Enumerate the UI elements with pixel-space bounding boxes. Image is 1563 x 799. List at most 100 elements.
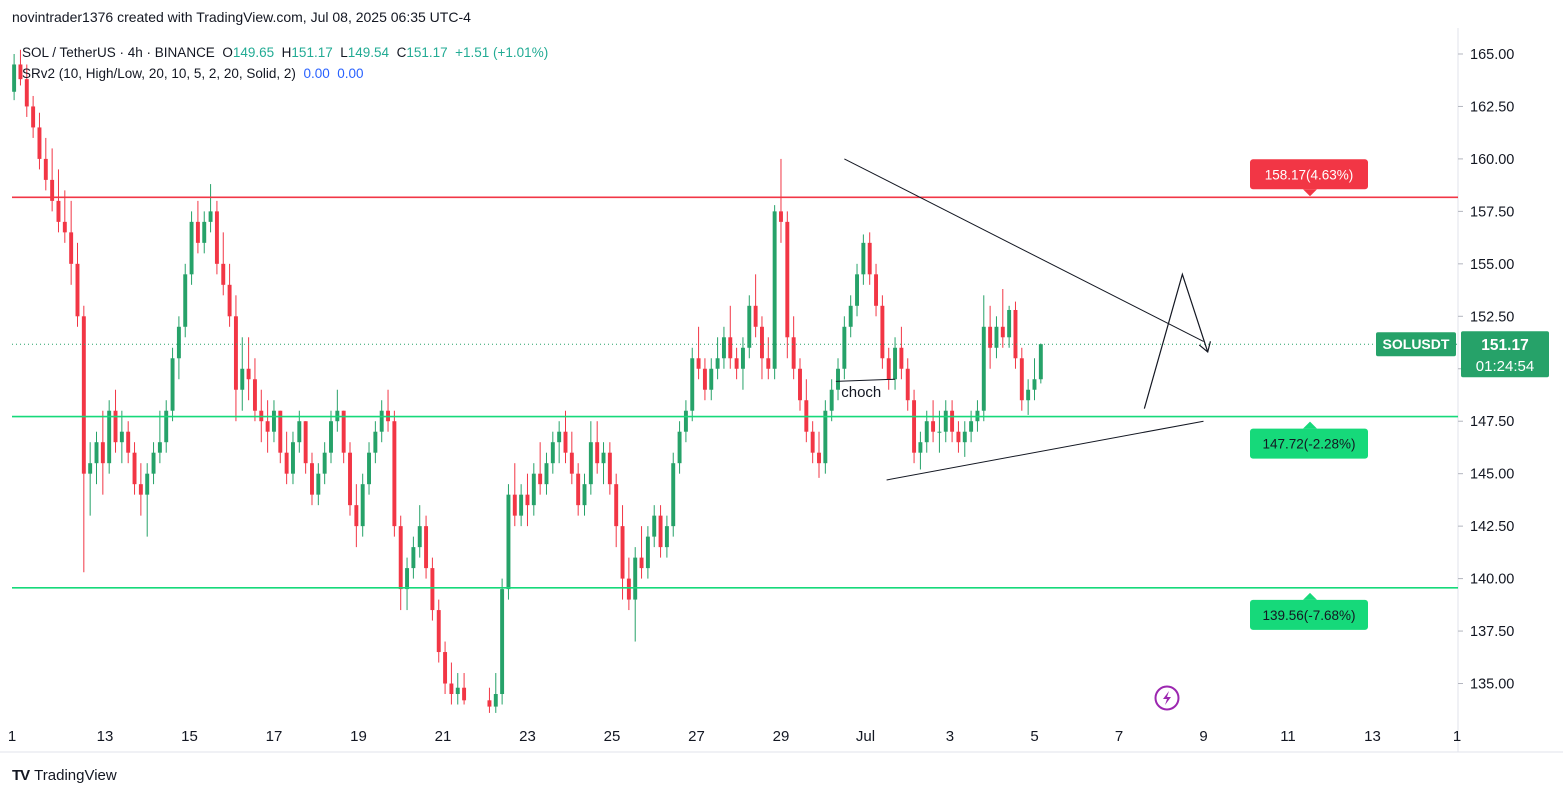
candle-body — [531, 473, 536, 506]
candle-body — [214, 211, 219, 264]
time-tick-label: 13 — [97, 728, 114, 745]
close-label: C — [396, 45, 407, 60]
time-tick-label: 1 — [1453, 728, 1461, 745]
candle-body — [557, 431, 562, 443]
candle-body — [265, 421, 270, 432]
time-axis[interactable]: 1 13 15 17 19 21 23 25 27 29 Jul 3 5 7 9 11 13 1 — [8, 728, 1461, 745]
price-tick-label: 162.50 — [1470, 99, 1514, 115]
candle-body — [563, 431, 568, 453]
candle-body — [367, 452, 371, 485]
support-label-pointer — [1303, 421, 1317, 429]
resistance-label-pointer — [1303, 189, 1317, 197]
symbol-description: SOL / TetherUS · 4h · BINANCE — [22, 45, 215, 60]
symbol-price-tag-text: SOLUSDT — [1383, 336, 1450, 352]
candle-body — [1026, 389, 1031, 401]
candle-body — [145, 473, 150, 495]
indicator-value-1: 0.00 — [303, 66, 330, 81]
price-axis[interactable]: 165.00162.50160.00157.50155.00152.50150.… — [1458, 47, 1514, 693]
candle-body — [512, 494, 517, 516]
time-tick-label: Jul — [856, 728, 875, 745]
candle-body — [233, 316, 238, 390]
price-tick-label: 160.00 — [1470, 152, 1514, 168]
time-tick-label: 23 — [519, 728, 536, 745]
candle-body — [170, 358, 175, 411]
candle-body — [132, 452, 137, 485]
candle-body — [227, 284, 232, 317]
last-price-value: 151.17 — [1481, 337, 1528, 354]
time-tick-label: 15 — [181, 728, 198, 745]
candle-body — [855, 274, 859, 306]
candle-body — [151, 452, 156, 474]
candle-body — [18, 64, 23, 80]
time-tick-label: 5 — [1030, 728, 1038, 745]
candle-body — [316, 473, 321, 495]
time-tick-label: 11 — [1280, 728, 1296, 745]
candle-body — [880, 305, 885, 359]
candle-body — [550, 442, 555, 464]
price-tick-label: 165.00 — [1470, 47, 1514, 63]
indicator-legend[interactable]: SRv2 (10, High/Low, 20, 10, 5, 2, 20, So… — [22, 66, 364, 81]
candle-body — [785, 221, 790, 338]
candle-body — [1019, 358, 1024, 401]
candle-body — [81, 316, 86, 474]
support-label-pointer — [1303, 592, 1317, 600]
indicator-value-2: 0.00 — [337, 66, 364, 81]
candle-body — [817, 452, 821, 464]
candle-body — [912, 400, 917, 453]
resistance-label-box — [1250, 159, 1368, 190]
time-tick-label: 1 — [8, 728, 16, 745]
candle-body — [924, 421, 929, 443]
candle-body — [208, 211, 213, 222]
candle-body — [582, 484, 587, 506]
candle-body — [392, 421, 397, 527]
candle-body — [284, 452, 289, 474]
time-tick-label: 3 — [946, 728, 954, 745]
symbol-legend[interactable]: SOL / TetherUS · 4h · BINANCE O149.65 H1… — [22, 45, 548, 60]
candle-body — [202, 221, 207, 243]
candle-body — [50, 179, 55, 201]
candle-body — [1038, 344, 1043, 380]
price-tick-label: 140.00 — [1470, 572, 1514, 588]
candle-body — [779, 211, 783, 222]
price-tick-label: 152.50 — [1470, 309, 1514, 325]
candle-body — [455, 687, 460, 695]
candle-body — [633, 557, 638, 600]
candle-body — [1007, 309, 1012, 338]
time-tick-label: 19 — [350, 728, 367, 745]
candle-body — [620, 526, 625, 579]
high-label: H — [281, 45, 292, 60]
support-resistance-levels — [12, 196, 1458, 589]
candle-body — [100, 442, 105, 464]
projection-arrow — [1143, 272, 1209, 409]
tradingview-logo-icon: TV — [12, 767, 30, 784]
candle-body — [772, 211, 777, 369]
candle-body — [417, 526, 422, 548]
candle-body — [740, 347, 745, 369]
candle-body — [373, 431, 378, 453]
time-tick-label: 7 — [1115, 728, 1123, 745]
candle-body — [329, 421, 333, 453]
candle-body — [626, 578, 631, 600]
choch-label: choch — [841, 384, 881, 401]
candle-body — [652, 515, 657, 537]
candle-body — [195, 221, 200, 243]
candle-body — [988, 326, 993, 348]
candle-body — [449, 683, 454, 695]
open-label: O — [222, 45, 233, 60]
candle-body — [525, 494, 530, 506]
low-label: L — [340, 45, 348, 60]
support-label-text: 139.56(-7.68%) — [1262, 608, 1355, 623]
tradingview-brand[interactable]: TV TradingView — [12, 767, 117, 784]
candle-body — [607, 452, 612, 485]
candle-body — [126, 431, 131, 453]
candle-body — [798, 368, 802, 401]
candle-body — [398, 526, 403, 590]
candle-body — [886, 358, 891, 380]
candle-body — [278, 410, 283, 453]
candle-body — [138, 484, 143, 495]
candle-body — [88, 463, 93, 474]
candle-body — [500, 589, 505, 695]
candle-body — [240, 368, 245, 390]
candle-body — [734, 358, 739, 369]
